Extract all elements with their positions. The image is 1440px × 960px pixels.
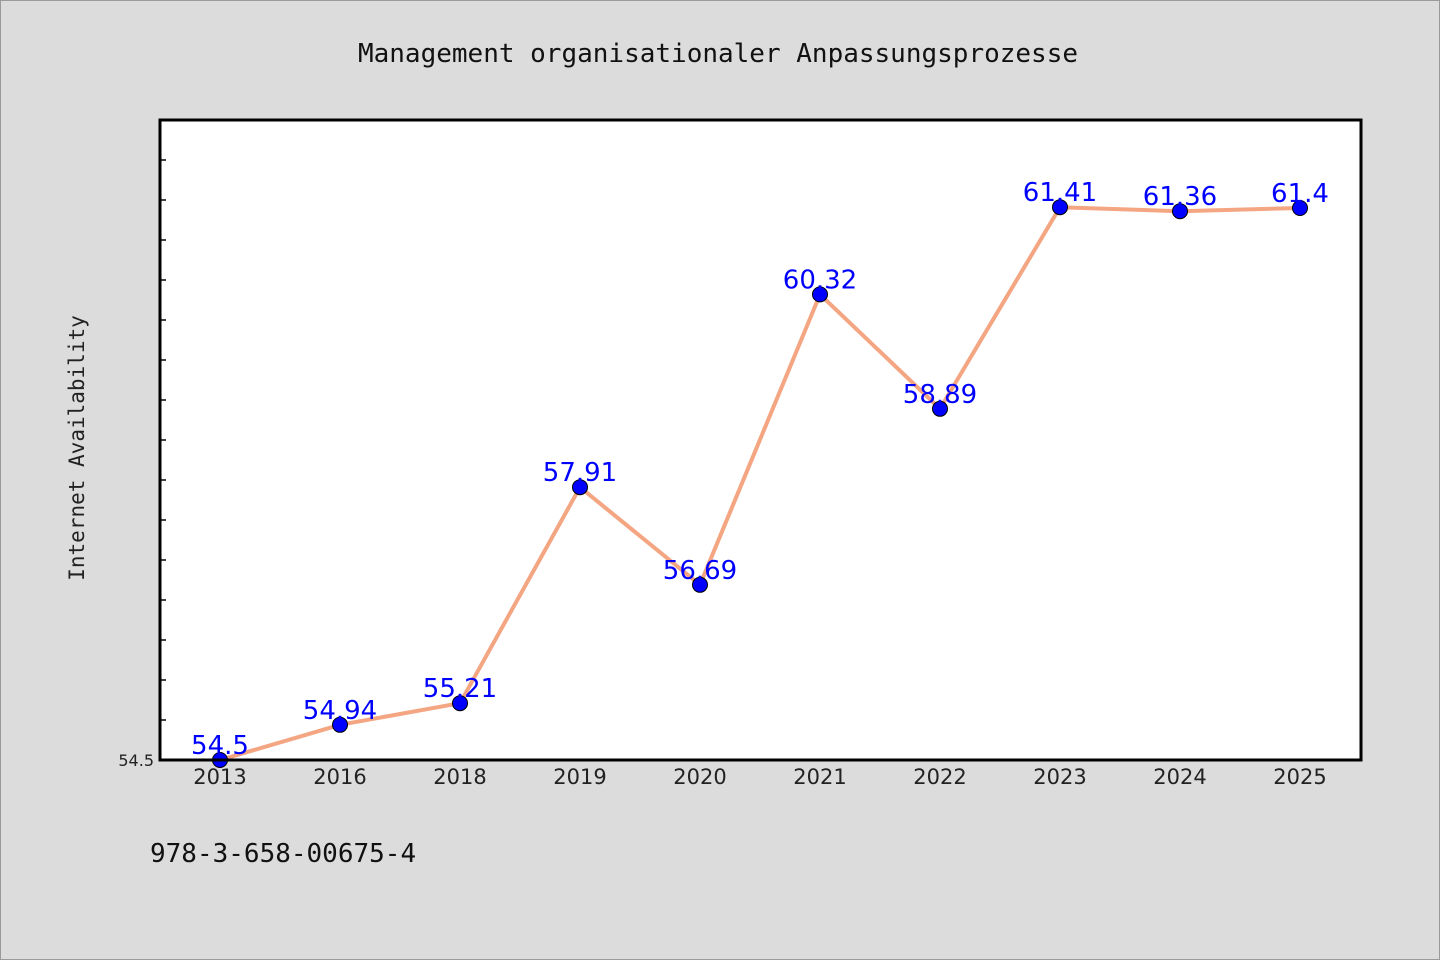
series-layer: 54.5 54.94 55.21 57.91 56.69 60.32 58.89 61.41 6… [191, 178, 1329, 768]
data-point [452, 695, 468, 712]
x-tick-label: 2022 [913, 765, 966, 789]
chart-title: Management organisationaler Anpassungspr… [358, 39, 1078, 69]
y-tick-labels: 54.5 [118, 751, 154, 770]
data-point [572, 479, 588, 496]
plot-border [158, 118, 1363, 762]
data-label: 60.32 [783, 265, 857, 295]
y-axis-label: Internet Availability [65, 315, 89, 581]
data-label: 61.41 [1023, 178, 1097, 208]
x-tick-label: 2013 [193, 765, 246, 789]
x-tick-label: 2019 [553, 765, 606, 789]
data-point [332, 716, 348, 733]
x-tick-label: 2023 [1033, 765, 1086, 789]
x-tick-label: 2025 [1273, 765, 1326, 789]
isbn-footer: 978-3-658-00675-4 [150, 839, 416, 869]
data-label: 55.21 [423, 674, 497, 704]
data-point [692, 576, 708, 593]
data-label: 54.5 [191, 731, 249, 761]
data-label: 58.89 [903, 380, 977, 410]
x-tick-label: 2016 [313, 765, 366, 789]
x-tick-label: 2018 [433, 765, 486, 789]
data-point [1292, 200, 1308, 216]
x-tick-label: 2021 [793, 765, 846, 789]
data-label: 61.36 [1143, 182, 1217, 212]
data-point [932, 400, 948, 417]
data-label: 54.94 [303, 696, 377, 726]
x-tick-label: 2020 [673, 765, 726, 789]
data-label: 57.91 [543, 458, 617, 488]
data-point [812, 286, 828, 303]
data-label: 56.69 [663, 556, 737, 586]
data-label: 61.4 [1271, 179, 1329, 209]
series-line [219, 205, 1301, 762]
y-tick-label: 54.5 [118, 751, 154, 770]
data-point [1052, 199, 1068, 216]
x-tick-labels: 2013 2016 2018 2019 2020 2021 2022 2023 2024 2025 [193, 765, 1326, 789]
data-point [1172, 203, 1188, 220]
x-tick-label: 2024 [1153, 765, 1206, 789]
